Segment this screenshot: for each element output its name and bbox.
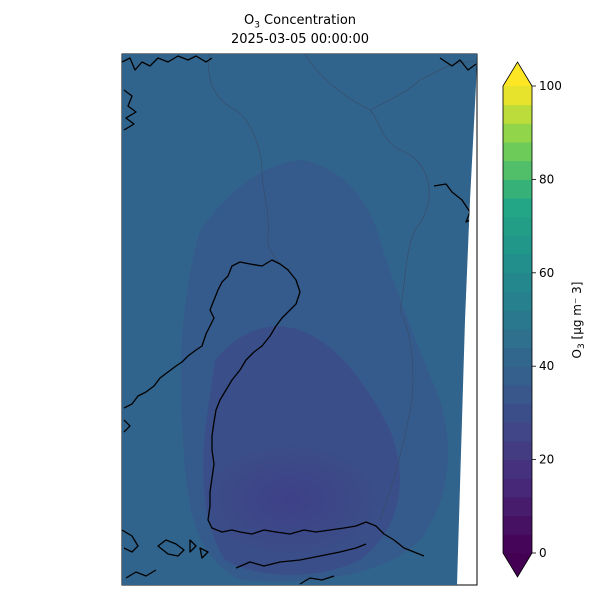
colorbar-segment xyxy=(503,478,532,497)
colorbar-segment xyxy=(503,460,532,479)
colorbar-segment xyxy=(503,497,532,516)
colorbar-segment xyxy=(503,254,532,273)
colorbar-segment xyxy=(503,516,532,535)
colorbar-extend-max xyxy=(503,62,532,86)
colorbar-segment xyxy=(503,235,532,254)
colorbar-tick-label: 60 xyxy=(539,266,554,280)
colorbar-segment xyxy=(503,291,532,310)
colorbar-segment xyxy=(503,310,532,329)
colorbar-tick-label: 80 xyxy=(539,172,554,186)
colorbar-segment xyxy=(503,534,532,553)
colorbar-label: O3 [µg m⁻ 3] xyxy=(570,282,587,359)
colorbar-segment xyxy=(503,142,532,161)
colorbar-segment xyxy=(503,441,532,460)
colorbar-segment xyxy=(503,385,532,404)
colorbar-segment xyxy=(503,422,532,441)
colorbar-segment xyxy=(503,123,532,142)
colorbar-segment xyxy=(503,179,532,198)
colorbar-ticks: 0 20 40 60 80 100 xyxy=(532,79,562,560)
colorbar-segment xyxy=(503,198,532,217)
colorbar-tick-label: 0 xyxy=(539,546,547,560)
colorbar-segment xyxy=(503,329,532,348)
colorbar-segment xyxy=(503,273,532,292)
colorbar-tick-label: 100 xyxy=(539,79,562,93)
colorbar-segment xyxy=(503,105,532,124)
o3-field-minimum xyxy=(195,440,385,560)
colorbar-tick-label: 40 xyxy=(539,359,554,373)
colorbar-segment xyxy=(503,404,532,423)
colorbar-tick-label: 20 xyxy=(539,453,554,467)
colorbar-segment xyxy=(503,366,532,385)
colorbar-segment xyxy=(503,348,532,367)
colorbar-segment xyxy=(503,86,532,105)
colorbar: 0 20 40 60 80 100 O3 [µg m⁻ 3] xyxy=(503,62,587,577)
colorbar-segment xyxy=(503,161,532,180)
o3-field xyxy=(122,54,477,585)
colorbar-extend-min xyxy=(503,553,532,577)
colorbar-segment xyxy=(503,217,532,236)
colorbar-segments xyxy=(503,86,532,554)
